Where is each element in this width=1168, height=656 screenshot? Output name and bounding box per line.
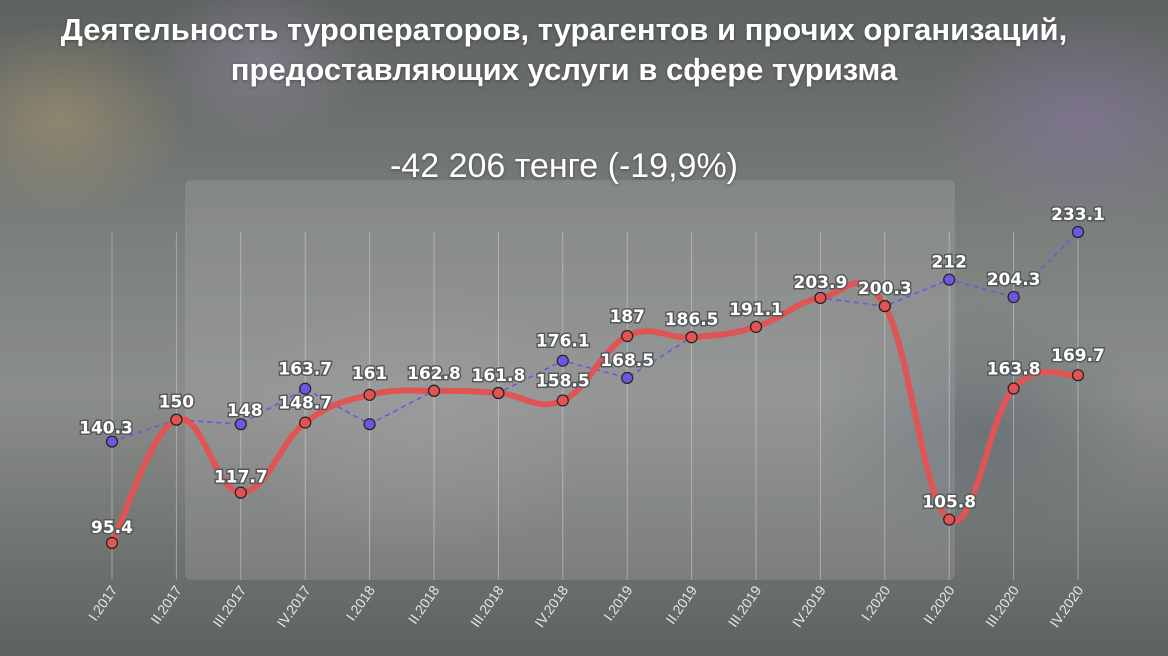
data-label: 200.3 xyxy=(858,279,912,299)
data-label: 186.5 xyxy=(665,310,719,330)
data-point xyxy=(556,394,569,407)
data-label: 169.7 xyxy=(1051,346,1105,366)
chart-subtitle: -42 206 тенге (-19,9%) xyxy=(389,147,739,185)
x-tick-label: IV.2017 xyxy=(274,582,314,630)
data-point xyxy=(814,291,827,305)
x-tick-label: III.2017 xyxy=(209,582,249,630)
data-point xyxy=(363,418,376,431)
data-point xyxy=(1071,369,1085,382)
data-point xyxy=(363,388,376,401)
series-lines xyxy=(109,231,1081,546)
data-label: 163.8 xyxy=(987,360,1041,380)
data-label: 140.3 xyxy=(79,419,133,439)
data-point xyxy=(749,320,763,333)
data-label: 168.5 xyxy=(600,351,654,371)
data-point xyxy=(170,413,183,426)
series-line-dashed xyxy=(111,231,1079,443)
x-tick-label: IV.2018 xyxy=(531,582,571,630)
data-point xyxy=(234,418,247,431)
x-tick-label: IV.2019 xyxy=(789,582,829,630)
data-point xyxy=(556,354,569,367)
data-point xyxy=(621,371,634,385)
x-tick-label: III.2018 xyxy=(467,582,507,630)
data-point xyxy=(105,435,119,448)
x-tick-label: III.2020 xyxy=(982,582,1022,630)
data-label: 191.1 xyxy=(729,300,783,320)
data-point xyxy=(685,331,698,344)
x-tick-label: II.2020 xyxy=(920,582,958,626)
data-label: 150 xyxy=(159,393,195,413)
data-label: 203.9 xyxy=(794,273,848,293)
x-tick-label: I.2020 xyxy=(858,582,894,623)
data-point xyxy=(1071,225,1085,239)
data-label: 105.8 xyxy=(922,493,976,513)
data-label: 148.7 xyxy=(278,394,332,414)
data-point xyxy=(943,273,956,286)
series-line-solid xyxy=(109,280,1081,546)
data-point xyxy=(427,384,441,397)
x-tick-label: III.2019 xyxy=(725,582,765,630)
data-label: 212 xyxy=(931,253,967,273)
data-label: 187 xyxy=(609,307,645,327)
data-label: 176.1 xyxy=(536,332,590,352)
data-label: 204.3 xyxy=(987,270,1041,290)
data-point xyxy=(234,486,247,499)
data-point xyxy=(299,382,312,395)
x-axis-ticks: I.2017 II.2017 III.2017 IV.2017 I.2018 II.201… xyxy=(85,582,1087,630)
x-tick-label: II.2018 xyxy=(405,582,443,626)
data-label: 148 xyxy=(227,401,263,421)
data-point xyxy=(492,386,505,400)
data-point xyxy=(1007,382,1020,395)
data-label: 233.1 xyxy=(1051,205,1105,225)
data-label: 158.5 xyxy=(536,371,590,391)
data-point xyxy=(1007,290,1020,304)
data-labels: 95.4 117.7 148.7 161 158.5 187 105.8 163.8 169.7… xyxy=(78,204,1107,540)
data-point xyxy=(105,536,119,550)
chart-title: Деятельность туроператоров, турагентов и… xyxy=(60,12,1068,87)
x-tick-label: II.2017 xyxy=(147,582,185,626)
data-label: 162.8 xyxy=(407,364,461,384)
data-label: 117.7 xyxy=(214,468,268,488)
data-label: 161 xyxy=(352,364,388,384)
data-point xyxy=(943,513,956,526)
data-point xyxy=(878,299,891,313)
data-point xyxy=(621,330,634,343)
x-tick-label: I.2018 xyxy=(343,582,379,623)
x-tick-label: IV.2020 xyxy=(1046,582,1086,630)
data-label: 163.7 xyxy=(278,360,332,380)
data-label: 95.4 xyxy=(91,518,133,538)
data-point xyxy=(299,416,312,429)
series-points xyxy=(105,225,1085,550)
x-tick-label: I.2019 xyxy=(600,582,636,623)
x-tick-label: II.2019 xyxy=(662,582,700,626)
x-tick-label: I.2017 xyxy=(85,582,121,623)
data-label: 161.8 xyxy=(472,366,526,386)
